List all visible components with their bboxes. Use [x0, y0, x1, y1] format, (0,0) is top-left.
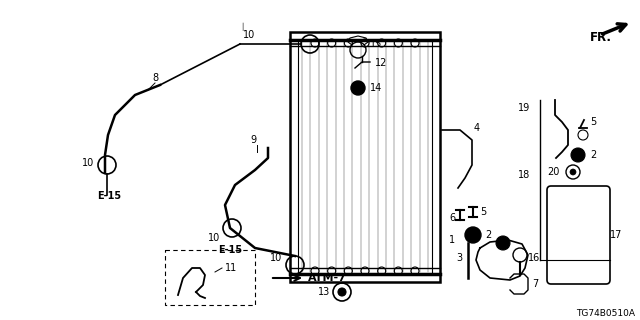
Text: 11: 11	[225, 263, 237, 273]
Text: 16: 16	[528, 253, 540, 263]
Text: 5: 5	[480, 207, 486, 217]
Text: E-15: E-15	[97, 191, 121, 201]
Text: 18: 18	[518, 170, 530, 180]
Text: 10: 10	[82, 158, 94, 168]
Text: 5: 5	[590, 117, 596, 127]
Text: 10: 10	[243, 30, 255, 40]
Text: 1: 1	[449, 235, 455, 245]
Text: FR.: FR.	[590, 30, 612, 44]
Text: 17: 17	[610, 230, 622, 240]
Text: E-15: E-15	[218, 245, 242, 255]
Text: 20: 20	[548, 167, 560, 177]
Text: │: │	[240, 23, 244, 31]
Circle shape	[570, 169, 576, 175]
Text: 15: 15	[370, 39, 382, 49]
Text: 10: 10	[208, 233, 220, 243]
Text: TG74B0510A: TG74B0510A	[576, 308, 635, 317]
Text: 7: 7	[532, 279, 538, 289]
Text: 12: 12	[375, 58, 387, 68]
Text: 9: 9	[250, 135, 256, 145]
Text: 6: 6	[449, 213, 455, 223]
Text: ATM-7: ATM-7	[308, 273, 347, 283]
Text: 14: 14	[370, 83, 382, 93]
Text: 3: 3	[456, 253, 462, 263]
Text: 2: 2	[590, 150, 596, 160]
Text: 13: 13	[317, 287, 330, 297]
Text: 19: 19	[518, 103, 530, 113]
Text: 8: 8	[152, 73, 158, 83]
Circle shape	[338, 288, 346, 296]
Circle shape	[465, 227, 481, 243]
Circle shape	[496, 236, 510, 250]
Text: 4: 4	[474, 123, 480, 133]
Circle shape	[351, 81, 365, 95]
Text: 10: 10	[269, 253, 282, 263]
Text: 2: 2	[485, 230, 492, 240]
Circle shape	[571, 148, 585, 162]
